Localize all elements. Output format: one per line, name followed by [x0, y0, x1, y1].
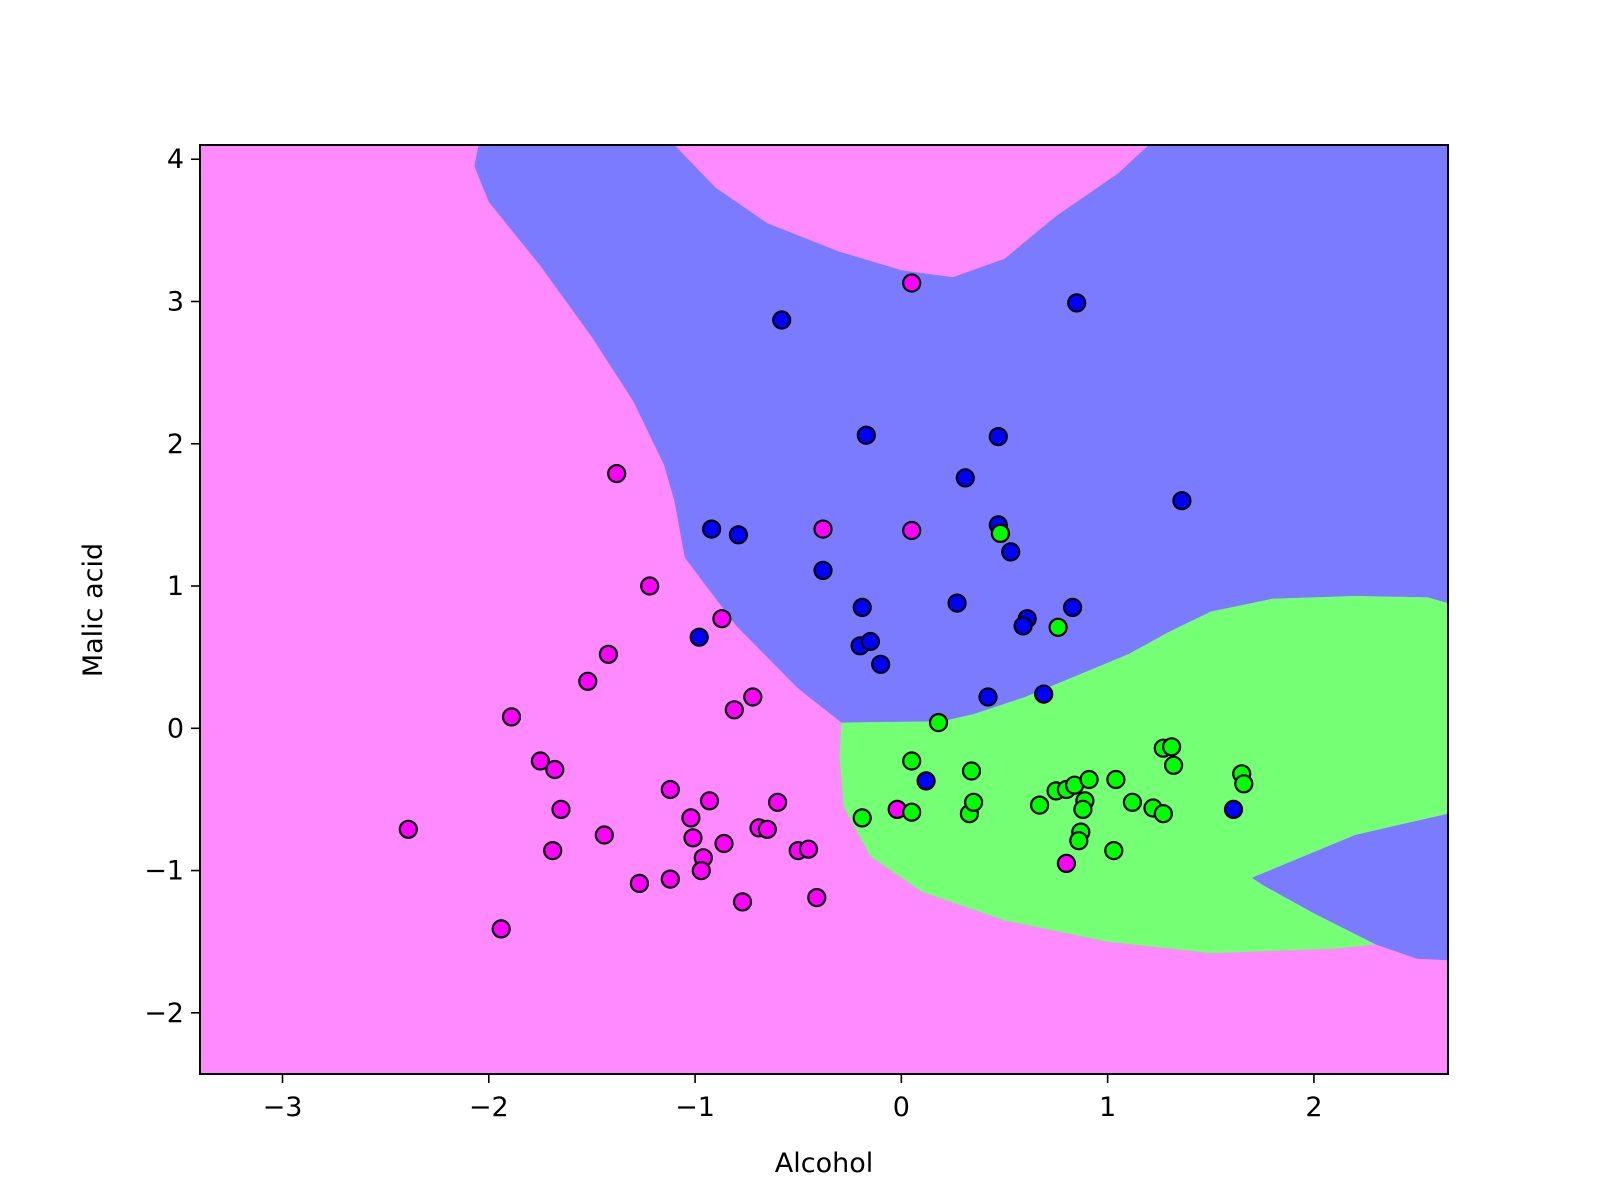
data-point [902, 802, 922, 822]
data-point [594, 825, 614, 845]
x-tick-label: −1 [675, 1092, 715, 1123]
data-point [1056, 853, 1077, 874]
data-point [724, 700, 744, 720]
y-tick-label: 1 [167, 571, 184, 602]
y-axis-ticks: −2 −1 0 1 2 3 4 [144, 144, 200, 1029]
data-point [961, 761, 982, 781]
data-point [1172, 491, 1192, 511]
data-point [1029, 795, 1050, 815]
data-point [1073, 799, 1093, 820]
x-tick-label: −2 [469, 1092, 509, 1123]
data-point [856, 425, 876, 445]
data-point [1153, 804, 1173, 824]
data-points [398, 273, 1254, 939]
data-point [714, 833, 734, 854]
data-point [545, 759, 565, 780]
x-tick-label: 1 [1099, 1092, 1116, 1123]
data-point [689, 627, 709, 647]
data-point [578, 671, 598, 691]
data-point [683, 828, 703, 848]
data-point [640, 576, 660, 596]
y-axis-label: Malic acid [78, 543, 109, 677]
data-point [1062, 597, 1083, 618]
data-point [743, 687, 763, 707]
x-tick-label: 2 [1305, 1092, 1322, 1123]
data-point [1163, 755, 1184, 775]
data-point [732, 892, 753, 912]
data-point [757, 819, 777, 839]
data-point [1234, 774, 1254, 794]
data-point [990, 523, 1011, 544]
plot-frame [199, 144, 1449, 1075]
data-point [978, 687, 998, 707]
data-point [871, 654, 891, 674]
data-point [660, 779, 680, 800]
data-point [902, 751, 922, 771]
data-point [1013, 616, 1033, 636]
data-point [699, 791, 720, 811]
data-point [813, 519, 833, 539]
data-point [1161, 737, 1182, 757]
data-point [798, 839, 819, 859]
data-point [852, 808, 872, 828]
data-point [1069, 831, 1089, 851]
data-point [398, 819, 418, 839]
data-point [807, 887, 827, 908]
decision-regions [474, 145, 1448, 961]
x-tick-label: −3 [263, 1092, 303, 1123]
data-point [1034, 684, 1054, 704]
data-point [813, 560, 833, 581]
data-point [543, 840, 563, 861]
data-point [701, 519, 722, 539]
data-point [963, 792, 984, 812]
data-point [691, 860, 711, 881]
data-point [928, 712, 949, 733]
y-tick-label: 0 [167, 713, 184, 744]
data-point [607, 464, 627, 484]
y-tick-label: −1 [144, 856, 184, 887]
data-point [530, 751, 551, 771]
data-point [772, 310, 792, 330]
data-point [767, 792, 788, 812]
data-point [1001, 542, 1021, 562]
x-axis-label: Alcohol [775, 1148, 873, 1179]
data-point [551, 799, 571, 820]
x-tick-label: 0 [893, 1092, 910, 1123]
data-point [852, 597, 872, 618]
y-tick-label: 4 [167, 144, 184, 175]
data-point [902, 273, 922, 293]
y-tick-label: −2 [144, 998, 184, 1029]
data-point [681, 808, 701, 828]
data-point [491, 919, 511, 939]
data-point [916, 771, 936, 791]
data-point [988, 427, 1008, 447]
data-point [1048, 617, 1068, 637]
y-tick-label: 3 [167, 286, 184, 317]
data-point [860, 631, 881, 652]
data-point [1122, 792, 1143, 812]
data-point [598, 644, 619, 664]
data-point [1079, 769, 1099, 790]
decision-region-green [839, 596, 1448, 954]
data-point [728, 525, 749, 545]
data-point [902, 520, 922, 541]
x-axis-ticks: −3 −2 −1 0 1 2 [263, 1074, 1323, 1123]
data-point [629, 873, 650, 894]
y-tick-label: 2 [167, 429, 184, 460]
data-point [660, 869, 680, 889]
data-point [712, 609, 732, 629]
data-point [1104, 840, 1124, 861]
data-point [1106, 769, 1126, 790]
decision-region-blue [474, 145, 1448, 723]
data-point [1223, 799, 1244, 820]
data-point [955, 468, 975, 488]
decision-region-blue [1252, 813, 1448, 961]
data-point [1067, 293, 1087, 313]
data-point [501, 707, 522, 727]
data-point [947, 593, 967, 613]
